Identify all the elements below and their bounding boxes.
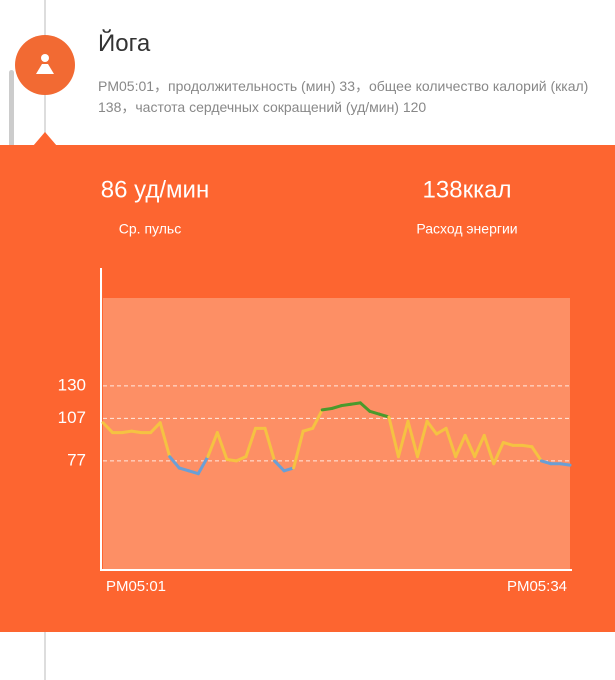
stat-label: Расход энергии: [416, 221, 517, 237]
heart-rate-segment: [396, 419, 410, 459]
heart-rate-segment: [330, 404, 343, 410]
heart-rate-segment: [358, 401, 372, 413]
x-tick-label: PM05:01: [106, 578, 166, 595]
heart-rate-segment: [387, 415, 400, 459]
activity-description: PM05:01，продолжительность (мин) 33，общее…: [98, 78, 589, 115]
heart-rate-segment: [482, 433, 496, 466]
heart-rate-segment: [101, 421, 115, 435]
panel-notch: [33, 132, 57, 146]
heart-rate-segment: [444, 426, 458, 459]
heart-rate-segment: [244, 426, 257, 459]
heart-rate-segment: [196, 455, 210, 476]
heart-rate-segment: [539, 459, 553, 466]
heart-rate-segment: [320, 407, 334, 412]
heart-rate-segment: [349, 401, 362, 406]
heart-rate-segment: [530, 445, 543, 463]
activity-icon[interactable]: [15, 35, 75, 95]
heart-rate-segment: [225, 458, 238, 463]
heart-rate-segment: [149, 421, 162, 435]
x-tick-label: PM05:34: [507, 578, 567, 595]
heart-rate-segment: [215, 431, 229, 461]
heart-rate-segment: [339, 402, 353, 408]
heart-rate-segment: [263, 426, 277, 463]
heart-rate-segment: [187, 469, 200, 476]
y-tick-label: 107: [58, 408, 86, 427]
detail-panel: 86 уд/мин Ср. пульс 138ккал Расход энерг…: [0, 132, 615, 632]
activity-title: Йога: [98, 30, 151, 57]
heart-rate-segment: [130, 429, 143, 435]
stat-value: 138ккал: [423, 176, 512, 203]
heart-rate-segment: [234, 455, 248, 463]
y-tick-label: 130: [58, 375, 86, 394]
yoga-glyph: [36, 54, 54, 74]
heart-rate-segment: [492, 441, 505, 466]
heart-rate-segment: [454, 433, 467, 459]
heart-rate-segment: [463, 433, 477, 459]
heart-rate-segment: [368, 409, 381, 416]
plot-area: [103, 298, 570, 570]
heart-rate-segment: [282, 466, 296, 473]
heart-rate-segment: [301, 426, 315, 433]
heart-rate-segment: [416, 419, 429, 459]
heart-rate-segment: [520, 443, 534, 449]
heart-rate-segment: [311, 408, 324, 430]
heart-rate-segment: [435, 426, 448, 436]
y-tick-label: 77: [67, 450, 86, 469]
heart-rate-segment: [177, 466, 191, 473]
heart-rate-segment: [501, 441, 515, 447]
heart-rate-segment: [206, 431, 219, 459]
heart-rate-segment: [558, 462, 572, 467]
heart-rate-segment: [273, 459, 286, 473]
heart-rate-segment: [406, 419, 420, 459]
heart-rate-segment: [120, 429, 134, 435]
heart-rate-segment: [168, 455, 181, 470]
heart-rate-segment: [292, 429, 305, 470]
scrollbar: [9, 70, 14, 175]
stat-value: 86 уд/мин: [101, 176, 209, 203]
heart-rate-segment: [158, 421, 172, 459]
heart-rate-segment: [425, 419, 439, 436]
stat-label: Ср. пульс: [119, 221, 181, 237]
heart-rate-segment: [473, 433, 486, 459]
heart-rate-segment: [377, 412, 391, 419]
